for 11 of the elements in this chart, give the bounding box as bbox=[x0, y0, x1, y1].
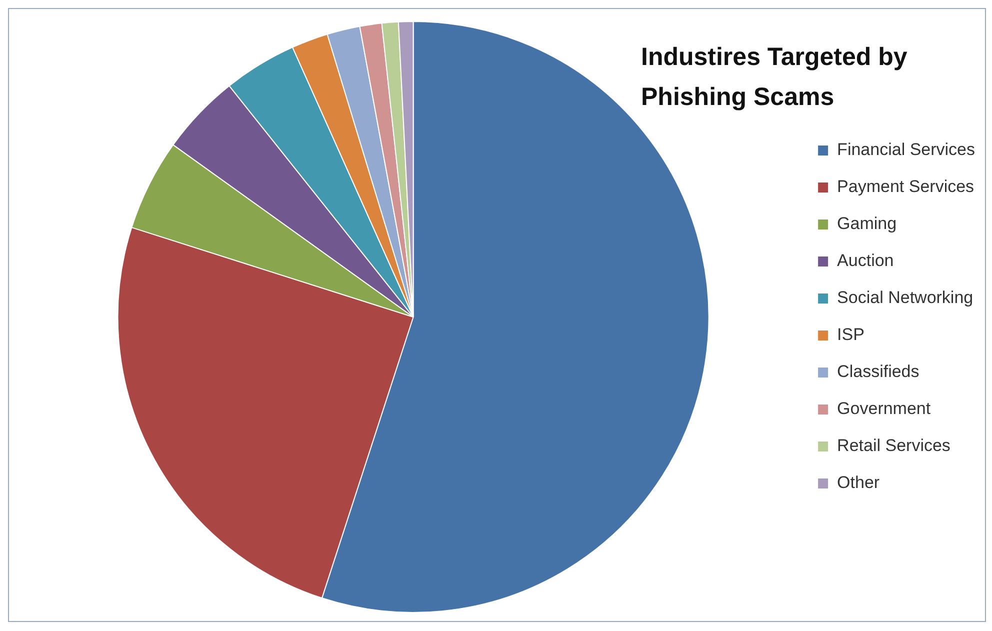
legend-label: Auction bbox=[837, 251, 894, 270]
legend-label: Government bbox=[837, 399, 931, 418]
legend-label: Financial Services bbox=[837, 140, 976, 160]
legend-label: ISP bbox=[837, 325, 864, 344]
legend-label: Other bbox=[837, 473, 880, 492]
legend-label: Payment Services bbox=[837, 177, 974, 196]
legend-label: Social Networking bbox=[837, 288, 974, 308]
legend-label: Gaming bbox=[837, 214, 897, 234]
legend-label: Retail Services bbox=[837, 436, 950, 456]
text: Industires Targeted by Phishing Scams bbox=[641, 42, 908, 113]
legend-label: Classifieds bbox=[837, 362, 920, 382]
